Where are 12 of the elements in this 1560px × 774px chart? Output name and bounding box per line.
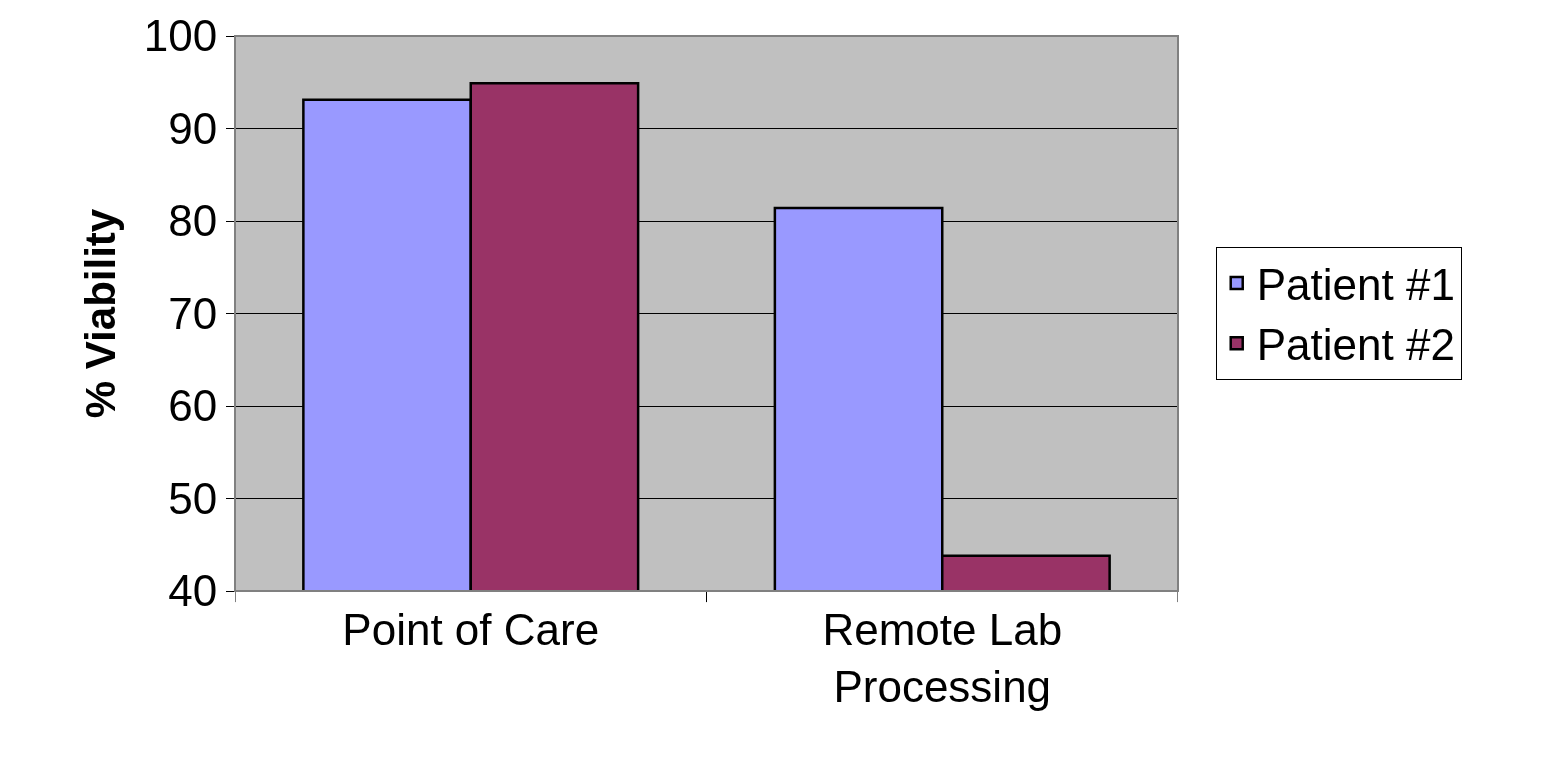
- y-tick-label: 80: [168, 196, 218, 246]
- x-tick-label: Point of Care: [342, 604, 600, 654]
- y-tick-label: 70: [168, 288, 218, 338]
- legend-label: Patient #2: [1256, 320, 1455, 370]
- y-tick-label: 60: [168, 381, 218, 431]
- y-tick-label: 40: [168, 566, 218, 616]
- y-axis-title: % Viability: [76, 208, 124, 419]
- legend-label: Patient #1: [1256, 260, 1455, 310]
- y-tick-label: 100: [143, 11, 218, 61]
- x-tick-label: Remote Lab Processing: [822, 604, 1063, 711]
- y-tick-label: 50: [168, 473, 218, 523]
- y-tick-label: 90: [168, 103, 218, 153]
